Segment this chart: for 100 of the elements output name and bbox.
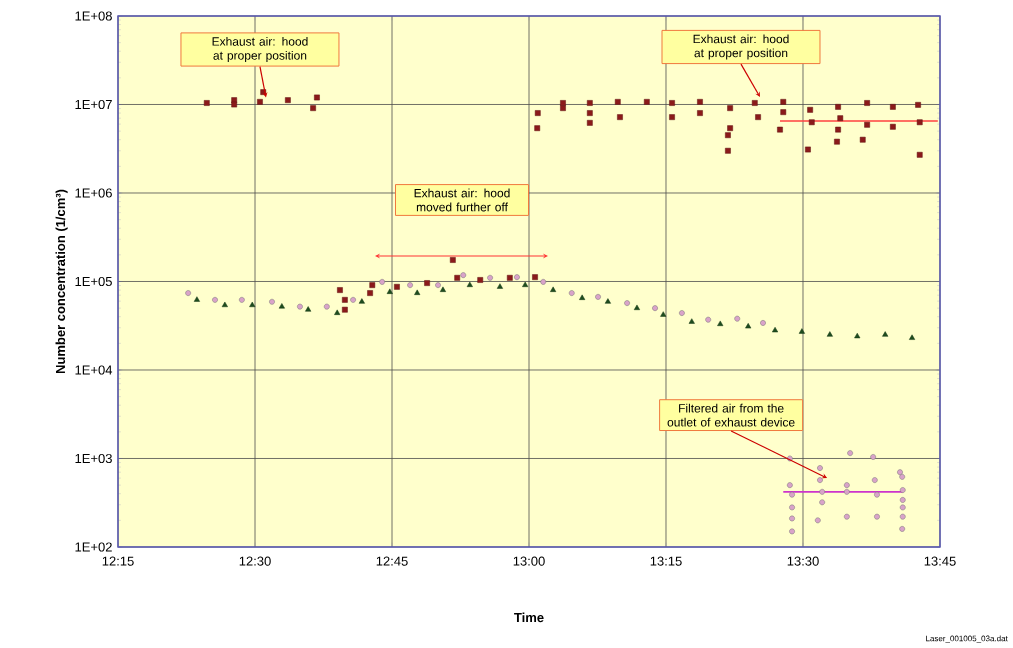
point: [550, 286, 557, 292]
point: [669, 100, 675, 106]
point: [814, 517, 821, 524]
point: [780, 99, 787, 105]
point: [808, 119, 815, 126]
point: [522, 281, 529, 287]
point: [688, 318, 695, 324]
point: [864, 121, 870, 128]
point: [310, 105, 316, 111]
point: [734, 315, 741, 322]
point: [221, 301, 228, 308]
point: [843, 488, 850, 495]
point: [386, 288, 393, 294]
point: [358, 298, 365, 304]
point: [789, 491, 795, 498]
annotation: Exhaust air: hood at proper position: [212, 36, 308, 63]
point: [772, 326, 779, 333]
point: [882, 331, 889, 337]
point: [817, 477, 823, 483]
y-tick-label: 1E+07: [75, 99, 112, 110]
y-tick-label: 1E+04: [75, 365, 113, 375]
point: [560, 100, 566, 106]
point: [705, 316, 712, 323]
point: [660, 311, 667, 317]
y-tick-label: 1E+03: [75, 453, 112, 464]
x-tick-label: 13:15: [650, 556, 682, 566]
point: [568, 290, 575, 296]
point: [725, 147, 731, 154]
x-tick-label: 13:00: [513, 556, 545, 566]
point: [826, 331, 833, 337]
point: [909, 334, 916, 340]
point: [604, 298, 611, 304]
x-tick-label: 13:30: [787, 556, 819, 566]
point: [807, 107, 813, 113]
point: [916, 151, 923, 158]
point: [532, 274, 538, 280]
point: [579, 294, 586, 300]
y-tick-label: 1E+05: [75, 276, 112, 287]
point: [435, 282, 441, 288]
point: [847, 450, 853, 456]
point: [595, 294, 601, 300]
point: [786, 482, 793, 488]
point: [278, 303, 285, 309]
point: [890, 123, 896, 130]
point: [560, 105, 566, 111]
point: [454, 274, 461, 281]
point: [394, 284, 400, 290]
point: [633, 304, 640, 310]
point: [337, 287, 343, 293]
point: [899, 526, 906, 532]
point: [586, 120, 593, 126]
point: [760, 320, 766, 326]
point: [870, 454, 876, 460]
text: Laser_001005_03a.dat: [926, 635, 1008, 643]
point: [614, 99, 621, 105]
point: [835, 104, 841, 110]
point: [843, 513, 850, 520]
point: [477, 277, 484, 283]
point: [212, 297, 218, 303]
point: [342, 297, 348, 303]
point: [780, 109, 787, 115]
point: [854, 332, 861, 339]
point: [414, 289, 421, 295]
x-tick-label: 12:45: [376, 556, 408, 566]
point: [460, 272, 467, 278]
point: [835, 126, 841, 133]
point: [717, 320, 724, 326]
x-axis-title: Time: [514, 612, 544, 623]
point: [916, 119, 923, 126]
point: [305, 306, 312, 312]
point: [203, 100, 210, 106]
point: [534, 125, 541, 132]
point: [899, 474, 906, 480]
x-tick-label: 12:30: [239, 556, 271, 566]
point: [496, 283, 503, 289]
point: [239, 297, 245, 303]
point: [424, 280, 430, 286]
point: [859, 136, 866, 143]
annotation: Filtered air from the outlet of exhaust device: [667, 403, 795, 427]
point: [506, 274, 513, 281]
point: [890, 104, 896, 110]
point: [899, 487, 906, 493]
point: [342, 306, 348, 313]
point: [652, 305, 658, 311]
point: [874, 513, 880, 520]
annotation: Exhaust air: hood at proper position: [693, 34, 789, 60]
point: [725, 132, 731, 139]
point: [231, 101, 238, 108]
point: [819, 499, 826, 506]
point: [439, 286, 446, 292]
point: [643, 99, 650, 105]
point: [586, 100, 593, 106]
point: [466, 281, 473, 287]
point: [727, 125, 733, 132]
point: [837, 115, 844, 122]
point: [534, 110, 541, 116]
point: [249, 301, 256, 308]
annotation: Exhaust air: hood moved further off: [414, 188, 510, 212]
point: [789, 528, 795, 535]
point: [586, 110, 593, 116]
